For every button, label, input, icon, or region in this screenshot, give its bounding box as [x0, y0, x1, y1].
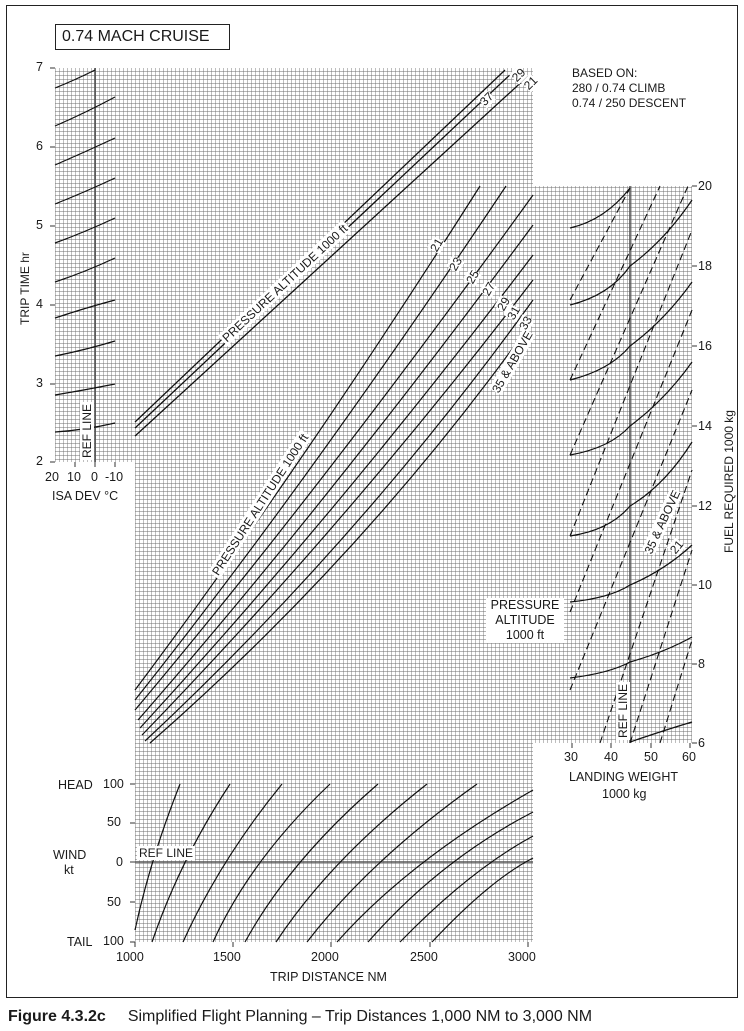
based-on-heading: BASED ON: — [572, 66, 638, 80]
isa-tick-20: 20 — [45, 470, 59, 484]
landing-alt-line1: PRESSURE — [490, 598, 560, 612]
dist-tick-1000: 1000 — [116, 950, 144, 964]
fuel-tick-20: 20 — [698, 179, 712, 193]
lw-tick-60: 60 — [682, 750, 696, 764]
wind-tick-head-100: 100 — [103, 777, 124, 791]
dist-tick-2500: 2500 — [410, 950, 438, 964]
fuel-tick-8: 8 — [698, 657, 705, 671]
landing-dashed-lines — [569, 185, 693, 744]
wind-lines — [134, 783, 534, 943]
time-tick-7: 7 — [36, 60, 43, 74]
wind-label: WIND — [53, 848, 87, 862]
wind-tick-head-50: 50 — [107, 815, 121, 829]
trip-distance-label: TRIP DISTANCE NM — [270, 970, 387, 984]
time-tick-3: 3 — [36, 376, 43, 390]
fuel-tick-12: 12 — [698, 499, 712, 513]
dist-tick-2000: 2000 — [311, 950, 339, 964]
landing-weight-label: LANDING WEIGHT — [569, 770, 679, 784]
isa-dev-label: ISA DEV °C — [52, 489, 119, 503]
trip-time-label: TRIP TIME hr — [18, 252, 32, 325]
lw-tick-30: 30 — [564, 750, 578, 764]
wind-tick-tail-50: 50 — [107, 895, 121, 909]
landing-alt-line2: ALTITUDE — [495, 613, 555, 627]
wind-tail-label: TAIL — [67, 935, 93, 949]
isa-guide-lines — [54, 69, 116, 433]
fuel-tick-16: 16 — [698, 339, 712, 353]
landing-solid-lines — [569, 187, 693, 743]
figure-caption-text: Simplified Flight Planning – Trip Distan… — [127, 1008, 593, 1025]
time-tick-5: 5 — [36, 218, 43, 232]
dist-tick-3000: 3000 — [508, 950, 536, 964]
wind-ref-line-label: REF LINE — [137, 846, 196, 860]
isa-tick-0: 0 — [91, 470, 98, 484]
based-on-descent: 0.74 / 250 DESCENT — [572, 96, 687, 110]
lw-tick-50: 50 — [644, 750, 658, 764]
isa-tick-10: 10 — [67, 470, 81, 484]
chart-title: 0.74 MACH CRUISE — [55, 24, 230, 50]
isa-ref-line-label: REF LINE — [80, 401, 94, 460]
time-tick-4: 4 — [36, 297, 43, 311]
landing-weight-unit: 1000 kg — [602, 787, 647, 801]
landing-pressure-altitude-box: PRESSURE ALTITUDE 1000 ft — [486, 598, 564, 643]
wind-head-label: HEAD — [58, 778, 93, 792]
chart-frame — [6, 5, 738, 998]
lw-tick-40: 40 — [604, 750, 618, 764]
fuel-tick-14: 14 — [698, 419, 712, 433]
landing-ref-line-label: REF LINE — [616, 681, 630, 740]
wind-tick-0: 0 — [116, 855, 123, 869]
time-tick-2: 2 — [36, 454, 43, 468]
fuel-tick-18: 18 — [698, 259, 712, 273]
based-on-climb: 280 / 0.74 CLIMB — [572, 81, 666, 95]
fuel-tick-10: 10 — [698, 578, 712, 592]
dist-tick-1500: 1500 — [213, 950, 241, 964]
time-tick-6: 6 — [36, 139, 43, 153]
based-on-note: BASED ON: 280 / 0.74 CLIMB 0.74 / 250 DE… — [572, 66, 686, 111]
figure-number: Figure 4.3.2c — [8, 1008, 106, 1025]
isa-tick-minus10: -10 — [105, 470, 124, 484]
fuel-tick-6: 6 — [698, 736, 705, 750]
fuel-required-label: FUEL REQUIRED 1000 kg — [722, 410, 736, 553]
wind-tick-tail-100: 100 — [103, 934, 124, 948]
figure-caption: Figure 4.3.2c Simplified Flight Planning … — [8, 1008, 592, 1026]
wind-unit: kt — [64, 863, 74, 877]
landing-alt-line3: 1000 ft — [505, 628, 545, 642]
